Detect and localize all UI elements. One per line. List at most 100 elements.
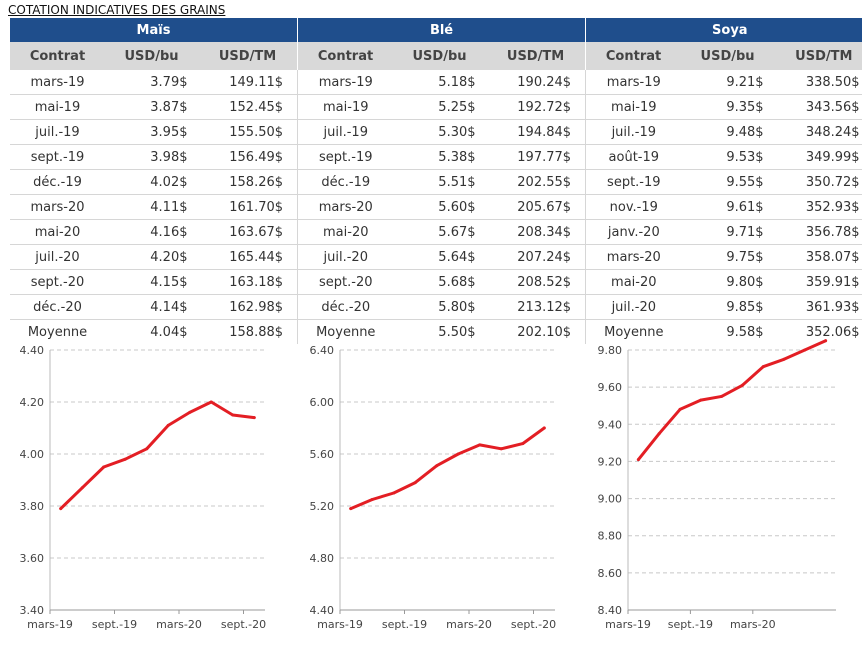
data-point — [678, 407, 682, 411]
table-row: déc.-20 4.14$ 162.98$ déc.-20 5.80$ 213.12$ ju… — [9, 294, 862, 320]
data-point — [456, 452, 460, 456]
data-point — [252, 416, 256, 420]
usd-bu-cell: 9.61$ — [681, 194, 774, 220]
y-tick-label: 4.20 — [20, 396, 45, 409]
usd-tm-cell: 350.72$ — [773, 169, 862, 195]
contract-cell: Moyenne — [27, 324, 88, 340]
usd-bu-cell: 5.25$ — [393, 94, 486, 120]
contract-cell: sept.-20 — [9, 269, 106, 295]
usd-tm-cell: 197.77$ — [485, 144, 586, 170]
usd-tm-cell: 202.55$ — [485, 169, 586, 195]
usd-bu-cell: 3.98$ — [105, 144, 198, 170]
table-row: juil.-20 4.20$ 165.44$ juil.-20 5.64$ 207.24$… — [9, 244, 862, 270]
usd-bu-cell: 3.79$ — [105, 70, 198, 95]
usd-tm-cell: 152.45$ — [197, 94, 298, 120]
usd-bu-cell: 4.14$ — [105, 294, 198, 320]
data-point — [370, 498, 374, 501]
x-tick-label: sept.-20 — [221, 618, 266, 631]
y-tick-label: 9.60 — [598, 381, 623, 394]
x-tick-label: mars-19 — [605, 618, 651, 631]
usd-tm-cell: 158.26$ — [197, 169, 298, 195]
data-point — [657, 432, 661, 436]
usd-tm-cell: 352.93$ — [773, 194, 862, 220]
contract-cell: Moyenne — [297, 319, 394, 344]
column-header-usd-tm: USD/TM — [196, 42, 298, 70]
usd-bu-cell: 9.53$ — [681, 144, 774, 170]
usd-bu-cell: 3.95$ — [105, 119, 198, 145]
usd-bu-cell: 5.64$ — [393, 244, 486, 270]
usd-tm-cell: 149.11$ — [197, 70, 298, 95]
usd-tm-cell: 165.44$ — [197, 244, 298, 270]
y-tick-label: 3.60 — [20, 552, 45, 565]
usd-tm-cell: 205.67$ — [485, 194, 586, 220]
contract-cell: déc.-19 — [9, 169, 106, 195]
group-header-mais: Maïs — [8, 18, 298, 42]
y-tick-label: 9.40 — [598, 418, 623, 431]
usd-tm-cell: 194.84$ — [485, 119, 586, 145]
data-point — [761, 365, 765, 369]
contract-cell: août-19 — [585, 144, 682, 170]
data-point — [542, 426, 546, 430]
usd-tm-cell: 356.78$ — [773, 219, 862, 245]
contract-cell: mai-19 — [297, 94, 394, 120]
contract-cell: mai-20 — [585, 269, 682, 295]
data-point — [392, 491, 396, 495]
usd-tm-cell: 190.24$ — [485, 70, 586, 95]
usd-tm-cell: 348.24$ — [773, 119, 862, 145]
contract-cell: juil.-19 — [585, 119, 682, 145]
usd-tm-cell: 213.12$ — [485, 294, 586, 320]
usd-bu-cell: 9.48$ — [681, 119, 774, 145]
usd-bu-cell: 5.67$ — [393, 219, 486, 245]
usd-tm-cell: 361.93$ — [773, 294, 862, 320]
contract-cell: déc.-20 — [9, 294, 106, 320]
y-tick-label: 3.40 — [20, 604, 45, 617]
usd-bu-cell: 9.35$ — [681, 94, 774, 120]
usd-tm-cell: 208.52$ — [485, 269, 586, 295]
usd-bu-cell: 4.11$ — [105, 194, 198, 220]
contract-cell: juil.-20 — [9, 244, 106, 270]
y-tick-label: 5.60 — [310, 448, 335, 461]
x-tick-label: mars-19 — [27, 618, 73, 631]
usd-bu-cell: 5.50$ — [438, 324, 476, 340]
usd-tm-cell: 192.72$ — [485, 94, 586, 120]
y-tick-label: 8.80 — [598, 530, 623, 543]
usd-bu-cell: 9.71$ — [681, 219, 774, 245]
table-row: sept.-20 4.15$ 163.18$ sept.-20 5.68$ 208.52$… — [9, 269, 862, 295]
usd-tm-cell: 155.50$ — [197, 119, 298, 145]
group-header-soya: Soya — [585, 18, 862, 42]
y-tick-label: 3.80 — [20, 500, 45, 513]
usd-tm-cell: 358.07$ — [773, 244, 862, 270]
usd-tm-cell: 359.91$ — [773, 269, 862, 295]
table-row: mai-20 4.16$ 163.67$ mai-20 5.67$ 208.34$ janv… — [9, 219, 862, 245]
table-row: déc.-19 4.02$ 158.26$ déc.-19 5.51$ 202.55$ se… — [9, 169, 862, 195]
y-tick-label: 4.40 — [310, 604, 335, 617]
contract-cell: nov.-19 — [585, 194, 682, 220]
y-tick-label: 4.00 — [20, 448, 45, 461]
data-point — [59, 507, 63, 511]
usd-bu-cell: 5.60$ — [393, 194, 486, 220]
x-tick-label: sept.-19 — [382, 618, 427, 631]
usd-bu-cell: 3.87$ — [105, 94, 198, 120]
contract-cell: sept.-19 — [297, 144, 394, 170]
contract-cell: janv.-20 — [585, 219, 682, 245]
x-tick-label: mars-20 — [156, 618, 202, 631]
usd-bu-cell: 4.16$ — [105, 219, 198, 245]
usd-bu-cell: 4.02$ — [105, 169, 198, 195]
column-header-contract: Contrat — [297, 42, 394, 70]
table-row: mars-20 4.11$ 161.70$ mars-20 5.60$ 205.67$ no… — [9, 194, 862, 220]
usd-tm-cell: 208.34$ — [485, 219, 586, 245]
y-tick-label: 4.40 — [20, 344, 45, 357]
usd-bu-cell: 5.38$ — [393, 144, 486, 170]
column-header-contract: Contrat — [585, 42, 682, 70]
data-point — [166, 423, 170, 427]
column-header-usd-tm: USD/TM — [773, 42, 862, 70]
contract-cell: mars-20 — [297, 194, 394, 220]
contract-cell: mai-19 — [585, 94, 682, 120]
contract-cell: mars-19 — [297, 70, 394, 95]
series-line — [349, 426, 546, 511]
data-point — [435, 464, 439, 468]
data-point — [782, 357, 786, 361]
contract-cell: déc.-20 — [297, 294, 394, 320]
y-tick-label: 8.60 — [598, 567, 623, 580]
usd-bu-cell: 5.68$ — [393, 269, 486, 295]
